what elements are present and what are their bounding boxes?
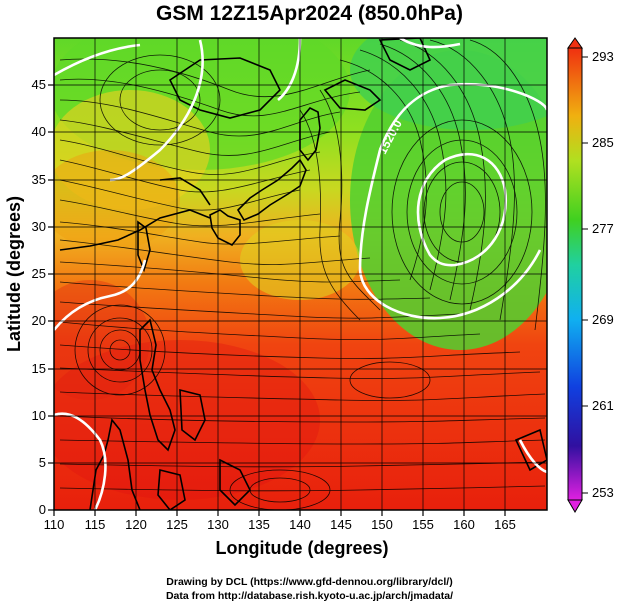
colorbar-label: 285	[592, 135, 614, 150]
colorbar-label: 293	[592, 49, 614, 64]
map-title: GSM 12Z15Apr2024 (850.0hPa)	[156, 2, 463, 25]
colorbar-label: 253	[592, 485, 614, 500]
height-contours	[54, 38, 547, 510]
y-tick-label: 10	[32, 408, 46, 423]
x-tick-label: 135	[248, 517, 270, 532]
x-tick-label: 155	[412, 517, 434, 532]
y-tick-label: 45	[32, 77, 46, 92]
colorbar: 293 285 277 269 261 253	[567, 37, 614, 513]
x-tick-label: 150	[371, 517, 393, 532]
y-tick-label: 0	[39, 502, 46, 517]
colorbar-label: 277	[592, 221, 614, 236]
y-tick-label: 40	[32, 124, 46, 139]
credit-drawing: Drawing by DCL (https://www.gfd-dennou.o…	[166, 576, 453, 588]
x-tick-label: 120	[125, 517, 147, 532]
x-tick-label: 140	[289, 517, 311, 532]
y-tick-label: 5	[39, 455, 46, 470]
y-tick-label: 15	[32, 361, 46, 376]
y-axis-label: Latitude (degrees)	[4, 196, 24, 352]
x-tick-label: 110	[44, 517, 65, 532]
colorbar-label: 269	[592, 312, 614, 327]
colorbar-label: 261	[592, 398, 614, 413]
y-tick-label: 35	[32, 172, 46, 187]
y-tick-label: 30	[32, 219, 46, 234]
x-tick-label: 115	[85, 517, 106, 532]
x-tick-label: 145	[330, 517, 352, 532]
axis-ticks	[48, 84, 506, 516]
x-tick-label: 125	[166, 517, 188, 532]
grid-lines	[54, 38, 547, 510]
y-tick-label: 20	[32, 313, 46, 328]
y-tick-label: 25	[32, 266, 46, 281]
x-axis-label: Longitude (degrees)	[215, 538, 388, 558]
credit-data: Data from http://database.rish.kyoto-u.a…	[165, 590, 454, 602]
x-tick-label: 160	[453, 517, 475, 532]
x-tick-label: 130	[207, 517, 229, 532]
temperature-field: 1520.0	[54, 38, 547, 510]
x-tick-label: 165	[494, 517, 516, 532]
